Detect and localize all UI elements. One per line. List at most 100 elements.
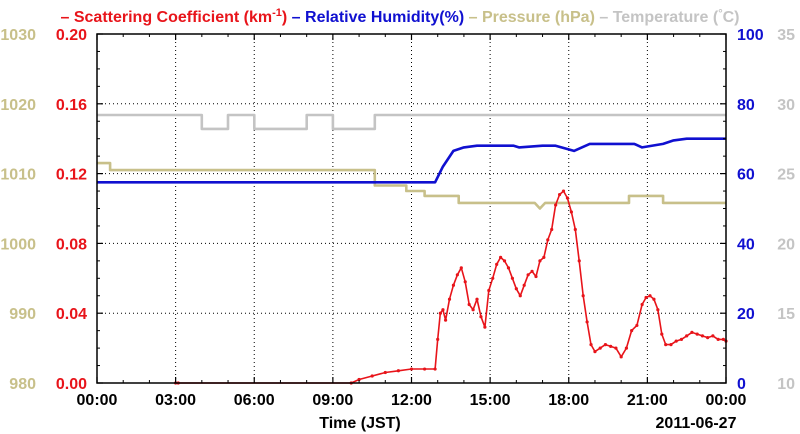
data-point-scattering-coefficient: [589, 343, 593, 347]
data-point-scattering-coefficient: [459, 266, 463, 270]
data-point-scattering-coefficient: [554, 203, 558, 207]
data-point-scattering-coefficient: [695, 332, 699, 336]
y-tick-label-pressure: 1020: [0, 97, 36, 114]
data-point-scattering-coefficient: [640, 302, 644, 307]
y-tick-label-pressure: 990: [9, 306, 36, 323]
axes: 00:00 03:00 06:00 09:00 12:00 15:00 18:00 21:00…: [0, 27, 795, 432]
y-tick-label-temperature: 35: [777, 27, 795, 44]
data-point-scattering-coefficient: [467, 302, 471, 307]
data-point-scattering-coefficient: [463, 280, 467, 284]
legend-suffix-0: ): [282, 9, 287, 26]
data-point-scattering-coefficient: [436, 337, 440, 341]
data-point-scattering-coefficient: [550, 227, 554, 232]
plot-series: [97, 113, 728, 385]
data-point-scattering-coefficient: [433, 367, 437, 371]
y-tick-label-humidity: 40: [737, 236, 755, 253]
y-tick-label-scattering: 0.16: [56, 97, 87, 114]
data-point-scattering-coefficient: [542, 255, 546, 259]
data-point-scattering-coefficient: [593, 349, 597, 354]
y-tick-label-pressure: 1030: [0, 27, 36, 44]
data-point-scattering-coefficient: [510, 276, 515, 280]
data-point-scattering-coefficient: [383, 370, 387, 375]
data-point-scattering-coefficient: [581, 294, 585, 298]
data-point-scattering-coefficient: [495, 262, 499, 266]
y-tick-label-humidity: 80: [737, 97, 755, 114]
data-point-scattering-coefficient: [635, 323, 639, 328]
y-tick-label-pressure: 1010: [0, 167, 36, 184]
data-point-scattering-coefficient: [577, 259, 581, 263]
data-point-scattering-coefficient: [721, 337, 725, 341]
data-point-scattering-coefficient: [685, 334, 689, 338]
data-point-scattering-coefficient: [716, 337, 720, 341]
data-point-scattering-coefficient: [644, 295, 648, 300]
series-line-temperature: [97, 113, 726, 131]
legend-label-2: Pressure (hPa): [482, 9, 595, 26]
y-tick-label-scattering: 0.12: [56, 167, 87, 184]
data-point-scattering-coefficient: [491, 276, 495, 280]
y-tick-label-scattering: 0.20: [56, 27, 87, 44]
data-point-scattering-coefficient: [471, 308, 475, 312]
data-point-scattering-coefficient: [423, 367, 427, 371]
data-point-scattering-coefficient: [664, 343, 668, 347]
legend-marker-0: –: [61, 9, 74, 26]
x-tick-label: 12:00: [391, 392, 432, 409]
data-point-scattering-coefficient: [487, 288, 491, 293]
y-tick-label-temperature: 25: [777, 167, 795, 184]
y-tick-label-pressure: 980: [9, 376, 36, 393]
data-point-scattering-coefficient: [557, 192, 562, 197]
y-tick-label-humidity: 100: [737, 27, 764, 44]
y-tick-label-humidity: 20: [737, 306, 755, 323]
data-point-scattering-coefficient: [609, 344, 613, 348]
series-line-relative-humidity: [97, 137, 726, 184]
data-point-scattering-coefficient: [534, 274, 538, 279]
data-point-scattering-coefficient: [479, 315, 483, 319]
y-tick-label-temperature: 20: [777, 236, 795, 253]
x-tick-label: 21:00: [627, 392, 668, 409]
legend-sup-0: -1: [272, 7, 282, 19]
data-point-scattering-coefficient: [573, 227, 577, 232]
data-point-scattering-coefficient: [585, 320, 589, 324]
legend-degree-3: °: [718, 8, 722, 20]
data-point-scattering-coefficient: [475, 297, 479, 301]
data-point-scattering-coefficient: [396, 369, 400, 373]
data-point-scattering-coefficient: [530, 269, 534, 273]
data-point-scattering-coefficient: [443, 318, 448, 322]
y-tick-label-temperature: 10: [777, 376, 795, 393]
y-tick-label-temperature: 30: [777, 97, 795, 114]
data-point-scattering-coefficient: [648, 294, 652, 298]
data-point-scattering-coefficient: [624, 346, 629, 350]
x-tick-label: 00:00: [77, 392, 118, 409]
data-point-scattering-coefficient: [660, 332, 664, 336]
data-point-scattering-coefficient: [598, 346, 602, 350]
grid: [97, 34, 726, 383]
x-tick-label: 09:00: [312, 392, 353, 409]
data-point-scattering-coefficient: [679, 337, 684, 341]
data-point-scattering-coefficient: [711, 334, 715, 338]
data-point-scattering-coefficient: [614, 346, 618, 350]
data-point-scattering-coefficient: [514, 287, 518, 291]
data-point-scattering-coefficient: [619, 355, 623, 359]
y-tick-label-pressure: 1000: [0, 236, 36, 253]
data-point-scattering-coefficient: [630, 329, 634, 333]
data-point-scattering-coefficient: [506, 266, 511, 270]
data-point-scattering-coefficient: [447, 297, 452, 301]
series-line-scattering-coefficient: [175, 190, 727, 384]
data-point-scattering-coefficient: [706, 336, 710, 340]
data-point-scattering-coefficient: [526, 273, 530, 277]
legend-marker-2: –: [464, 9, 482, 26]
x-tick-label: 15:00: [470, 392, 511, 409]
data-point-scattering-coefficient: [674, 339, 678, 343]
x-tick-label: 18:00: [548, 392, 589, 409]
data-point-scattering-coefficient: [690, 330, 694, 334]
legend: – Scattering Coefficient (km-1) – Relati…: [61, 7, 740, 26]
data-point-scattering-coefficient: [357, 377, 361, 382]
x-tick-label: 00:00: [706, 392, 747, 409]
data-point-scattering-coefficient: [561, 189, 566, 193]
y-tick-label-humidity: 0: [737, 376, 746, 393]
data-point-scattering-coefficient: [370, 374, 374, 378]
y-tick-label-scattering: 0.04: [56, 306, 87, 323]
legend-label-3: Temperature (: [613, 9, 719, 26]
data-point-scattering-coefficient: [441, 308, 445, 312]
